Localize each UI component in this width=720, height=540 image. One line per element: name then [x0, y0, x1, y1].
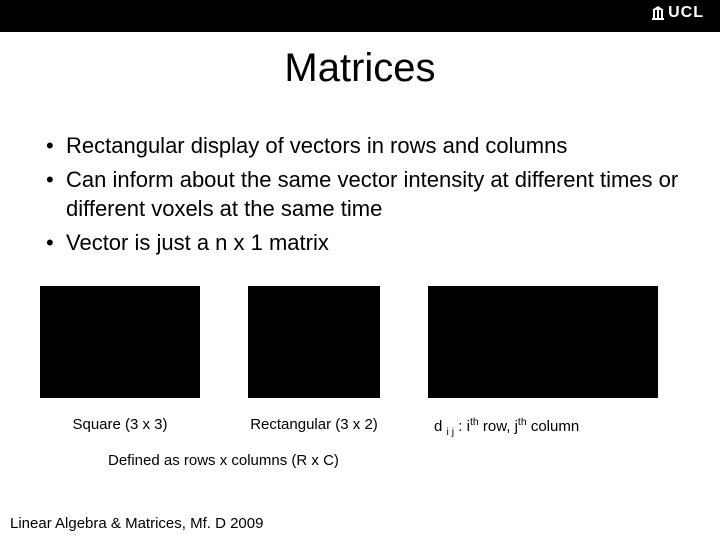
caption-part: row, j — [479, 418, 518, 435]
defined-text: Defined as rows x columns (R x C) — [108, 452, 720, 469]
bullet-dot: • — [40, 131, 66, 161]
caption-sup: th — [518, 416, 527, 428]
caption-sup: th — [470, 416, 479, 428]
caption-part: d — [434, 418, 447, 435]
matrix-square: Square (3 x 3) — [40, 286, 200, 433]
bullet-text: Can inform about the same vector intensi… — [66, 165, 680, 224]
caption-part: : i — [454, 418, 470, 435]
matrix-box — [40, 286, 200, 398]
portico-icon — [652, 6, 664, 20]
bullet-item: • Can inform about the same vector inten… — [40, 165, 680, 224]
matrix-rectangular: Rectangular (3 x 2) — [248, 286, 380, 433]
logo-text: UCL — [668, 4, 704, 22]
bullet-item: • Rectangular display of vectors in rows… — [40, 131, 680, 161]
caption-part: column — [527, 418, 580, 435]
matrix-examples-row: Square (3 x 3) Rectangular (3 x 2) d i j… — [40, 286, 680, 438]
bullet-dot: • — [40, 165, 66, 195]
ucl-logo: UCL — [652, 4, 704, 22]
slide-footer: Linear Algebra & Matrices, Mf. D 2009 — [10, 515, 263, 532]
slide-title: Matrices — [0, 46, 720, 91]
bullet-text: Rectangular display of vectors in rows a… — [66, 131, 680, 161]
matrix-box — [248, 286, 380, 398]
matrix-indexed: d i j : ith row, jth column — [428, 286, 658, 438]
bullet-item: • Vector is just a n x 1 matrix — [40, 228, 680, 258]
matrix-caption: Rectangular (3 x 2) — [250, 416, 378, 433]
matrix-caption: Square (3 x 3) — [72, 416, 167, 433]
matrix-box — [428, 286, 658, 398]
matrix-caption: d i j : ith row, jth column — [428, 416, 579, 438]
bullet-dot: • — [40, 228, 66, 258]
caption-sub: i j — [447, 426, 455, 438]
bullet-text: Vector is just a n x 1 matrix — [66, 228, 680, 258]
bullet-list: • Rectangular display of vectors in rows… — [40, 131, 680, 258]
header-bar: UCL — [0, 0, 720, 32]
